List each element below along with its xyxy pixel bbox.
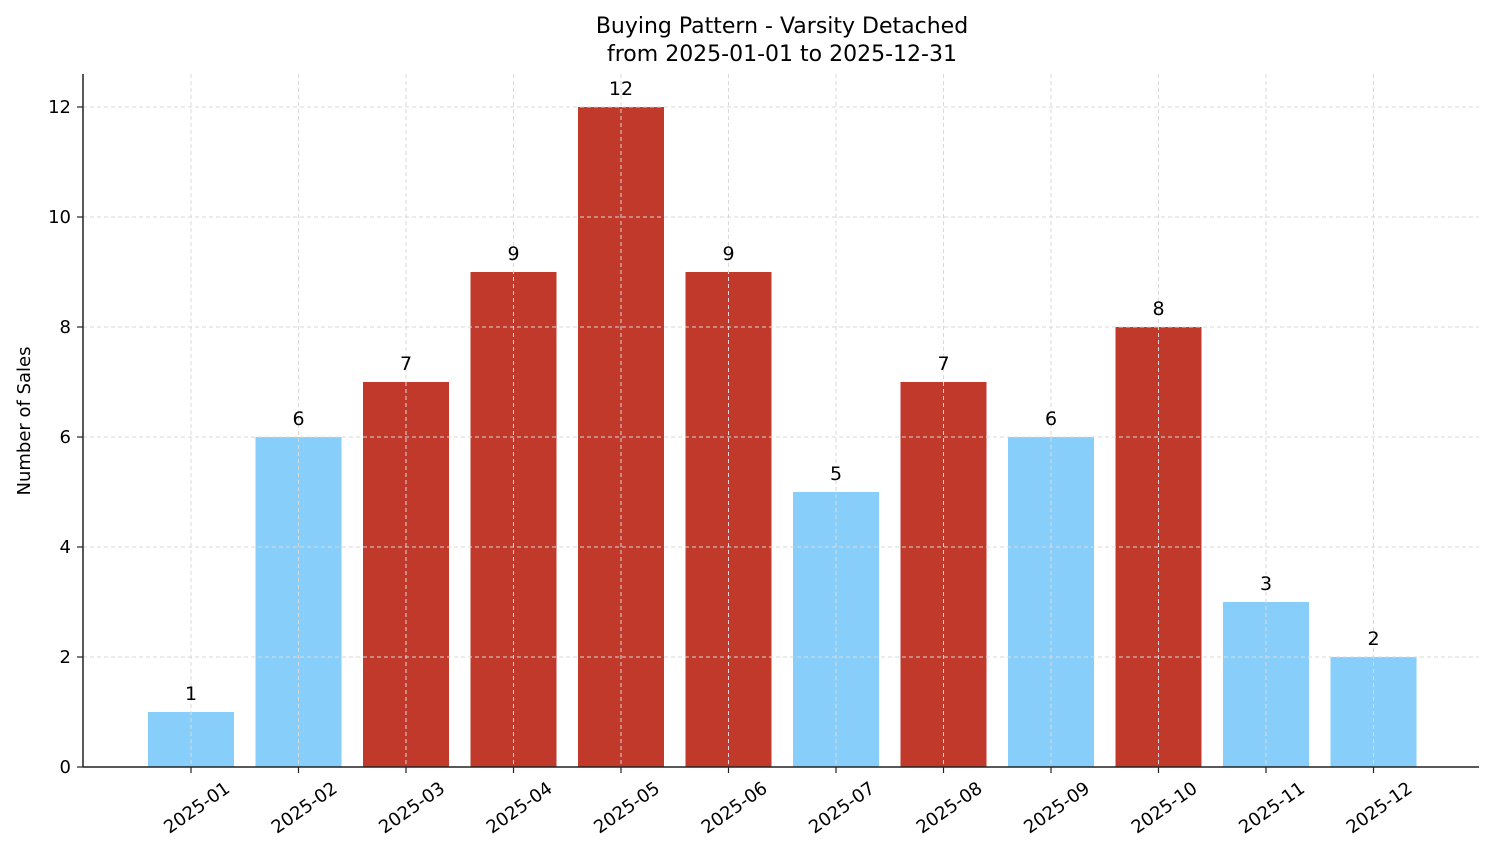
bar-value-label: 12 bbox=[609, 78, 633, 100]
bar-value-label: 7 bbox=[400, 353, 412, 375]
x-tick-label: 2025-01 bbox=[160, 778, 234, 838]
bar-value-label: 9 bbox=[507, 243, 519, 265]
x-axis: 2025-01 2025-02 2025-03 2025-04 2025-05 2025-… bbox=[83, 766, 1479, 838]
bar-value-label: 6 bbox=[292, 408, 304, 430]
y-tick-label: 0 bbox=[60, 757, 71, 778]
x-tick-label: 2025-07 bbox=[805, 778, 879, 838]
y-axis-label: Number of Sales bbox=[14, 346, 35, 495]
x-tick-label: 2025-08 bbox=[913, 778, 987, 838]
x-tick-label: 2025-11 bbox=[1235, 778, 1309, 838]
bar-value-label: 8 bbox=[1152, 298, 1164, 320]
bar-value-label: 6 bbox=[1045, 408, 1057, 430]
x-tick-label: 2025-10 bbox=[1128, 778, 1202, 838]
x-tick-label: 2025-02 bbox=[268, 778, 342, 838]
bar-value-label: 1 bbox=[185, 683, 197, 705]
x-tick-label: 2025-04 bbox=[483, 778, 557, 838]
x-tick-label: 2025-06 bbox=[698, 778, 772, 838]
y-tick-label: 10 bbox=[48, 207, 71, 228]
chart-title-line1: Buying Pattern - Varsity Detached bbox=[596, 14, 968, 39]
x-tick-label: 2025-12 bbox=[1343, 778, 1417, 838]
gridlines bbox=[83, 74, 1479, 767]
y-tick-label: 2 bbox=[60, 647, 71, 668]
x-tick-label: 2025-03 bbox=[375, 778, 449, 838]
bar-value-label: 2 bbox=[1367, 628, 1379, 650]
chart-title: Buying Pattern - Varsity Detached from 2… bbox=[596, 14, 968, 67]
bar-value-label: 9 bbox=[722, 243, 734, 265]
y-tick-label: 8 bbox=[60, 317, 71, 338]
y-tick-label: 12 bbox=[48, 97, 71, 118]
y-tick-label: 4 bbox=[60, 537, 71, 558]
y-tick-label: 6 bbox=[60, 427, 71, 448]
x-tick-label: 2025-09 bbox=[1020, 778, 1094, 838]
bar-value-labels: 1 6 7 9 12 9 5 7 6 8 3 2 bbox=[185, 78, 1380, 705]
bar-value-label: 3 bbox=[1260, 573, 1272, 595]
chart-subtitle: from 2025-01-01 to 2025-12-31 bbox=[607, 42, 957, 67]
bar-value-label: 7 bbox=[937, 353, 949, 375]
x-tick-label: 2025-05 bbox=[590, 778, 664, 838]
bar-value-label: 5 bbox=[830, 463, 842, 485]
y-axis: 0 2 4 6 8 10 12 bbox=[48, 74, 84, 778]
